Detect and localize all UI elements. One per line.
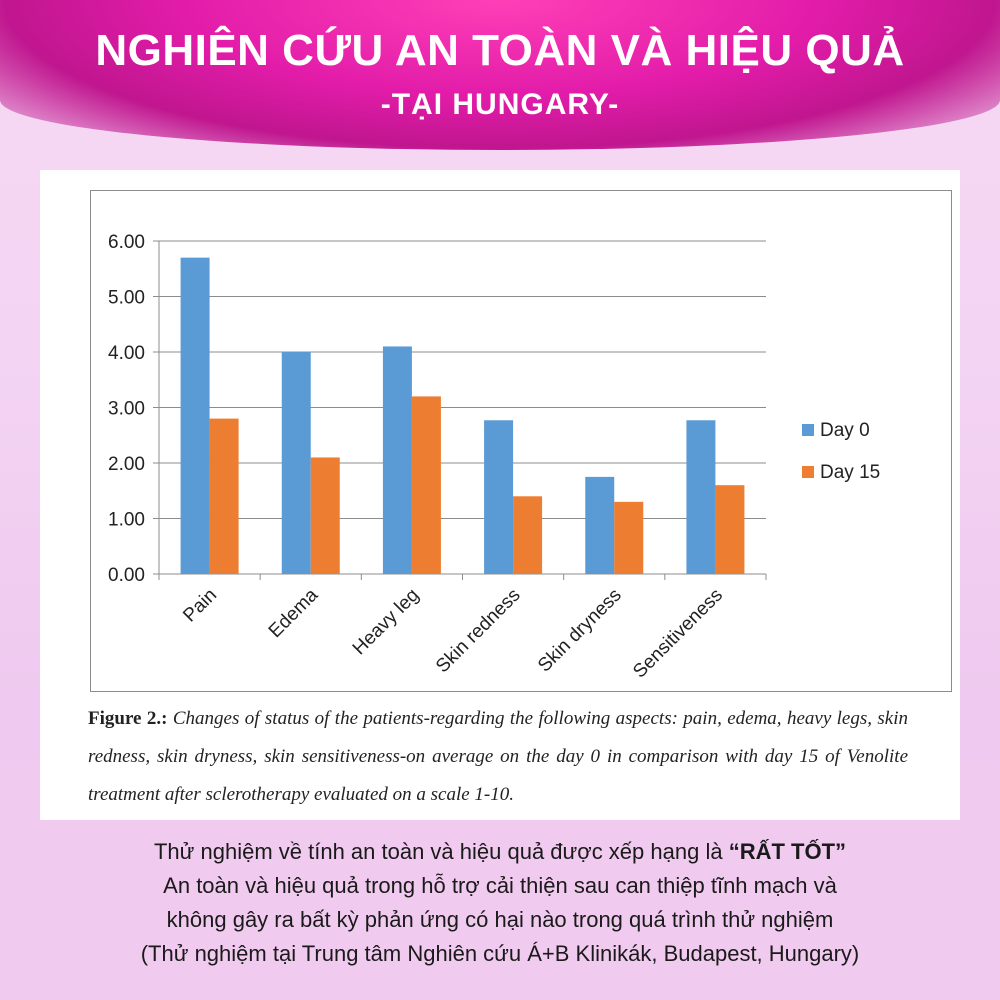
- y-tick-label: 5.00: [108, 288, 145, 309]
- bar-day15: [614, 501, 644, 574]
- legend-label: Day 0: [820, 420, 870, 441]
- figure-panel: 0.00 1.00 2.00 3.00 4.00 5.00 6.00 Pain Edema Hea…: [40, 170, 960, 820]
- caption-text: Changes of status of the patients-regard…: [88, 708, 908, 805]
- bar-day15: [310, 457, 340, 574]
- x-tick-label: Skin dryness: [534, 585, 626, 677]
- rating-highlight: “RẤT TỐT”: [728, 839, 847, 864]
- legend-label: Day 15: [820, 462, 880, 483]
- summary-line-1-text: Thử nghiệm về tính an toàn và hiệu quả đ…: [153, 839, 729, 864]
- page-title: NGHIÊN CỨU AN TOÀN VÀ HIỆU QUẢ: [95, 26, 905, 75]
- summary-line-1: Thử nghiệm về tính an toàn và hiệu quả đ…: [0, 835, 1000, 869]
- x-tick-label: Pain: [179, 585, 221, 627]
- bar-day15: [411, 396, 441, 574]
- y-tick-label: 0.00: [108, 565, 145, 586]
- bar-day0: [281, 352, 311, 574]
- page-subtitle: -TẠI HUNGARY-: [380, 88, 620, 121]
- y-tick-label: 6.00: [108, 232, 145, 253]
- bar-day0: [585, 476, 615, 574]
- bar-day0: [686, 420, 716, 574]
- header-banner: NGHIÊN CỨU AN TOÀN VÀ HIỆU QUẢ -TẠI HUNG…: [0, 0, 1000, 150]
- y-tick-label: 1.00: [108, 510, 145, 531]
- caption-label: Figure 2.:: [88, 708, 168, 729]
- x-tick-label: Sensitiveness: [629, 585, 727, 683]
- bar-day0: [180, 257, 210, 574]
- summary-text: Thử nghiệm về tính an toàn và hiệu quả đ…: [0, 835, 1000, 971]
- bar-day15: [513, 496, 543, 574]
- y-tick-label: 4.00: [108, 343, 145, 364]
- bar-day15: [209, 418, 239, 574]
- x-tick-label: Heavy leg: [349, 585, 424, 660]
- y-tick-label: 2.00: [108, 454, 145, 475]
- bar-chart: 0.00 1.00 2.00 3.00 4.00 5.00 6.00 Pain Edema Hea…: [108, 232, 880, 683]
- summary-line-2: An toàn và hiệu quả trong hỗ trợ cải thi…: [163, 873, 837, 898]
- figure-caption: Figure 2.: Changes of status of the pati…: [88, 700, 908, 814]
- chart-frame: 0.00 1.00 2.00 3.00 4.00 5.00 6.00 Pain Edema Hea…: [90, 190, 952, 692]
- legend-swatch: [802, 424, 814, 436]
- bar-day0: [382, 346, 412, 574]
- y-tick-label: 3.00: [108, 399, 145, 420]
- summary-line-4: (Thử nghiệm tại Trung tâm Nghiên cứu Á+B…: [140, 941, 860, 966]
- x-tick-label: Skin redness: [432, 585, 525, 678]
- summary-line-3: không gây ra bất kỳ phản ứng có hại nào …: [166, 907, 834, 932]
- legend-swatch: [802, 466, 814, 478]
- bar-day15: [715, 485, 745, 574]
- bar-day0: [484, 420, 514, 574]
- x-tick-label: Edema: [265, 584, 323, 642]
